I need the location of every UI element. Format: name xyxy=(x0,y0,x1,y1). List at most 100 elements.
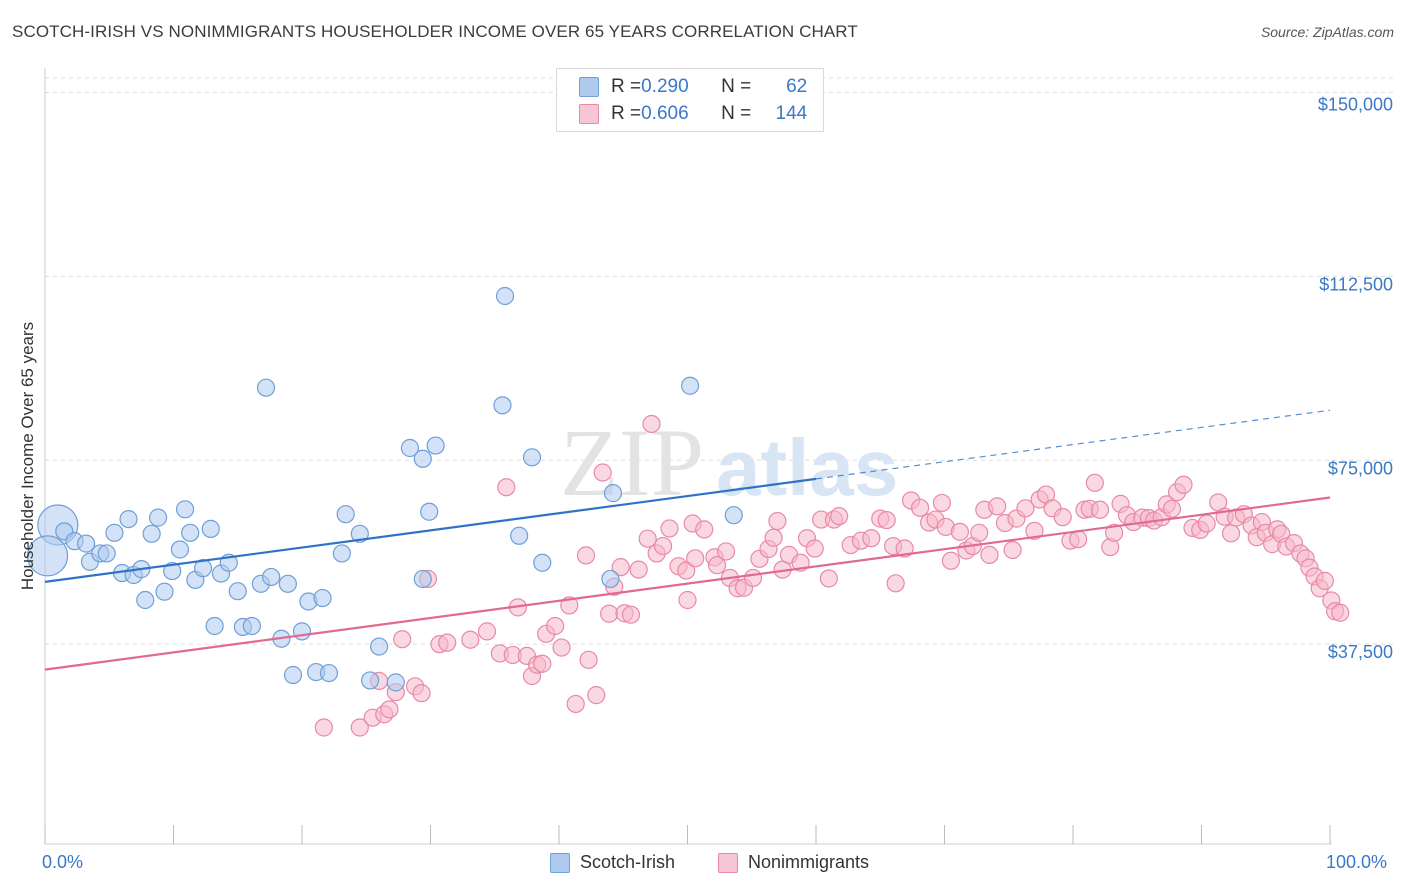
nonimmigrants-point xyxy=(1174,475,1193,494)
legend-row-scotch-irish: R = 0.290 N = 62 xyxy=(579,74,807,100)
scotch-irish-point xyxy=(350,524,369,543)
scotch-irish-point xyxy=(313,588,332,608)
watermark-atlas: atlas xyxy=(716,423,898,512)
scotch-irish-points xyxy=(26,286,743,692)
legend-item-nonimmigrants: Nonimmigrants xyxy=(718,852,869,873)
scotch-irish-point xyxy=(283,665,303,685)
series-legend: Scotch-Irish Nonimmigrants xyxy=(0,852,1406,878)
nonimmigrants-point xyxy=(642,414,661,434)
legend-r-label: R = xyxy=(611,103,642,124)
scotch-irish-point xyxy=(228,582,247,601)
nonimmigrants-point xyxy=(910,498,930,517)
legend-item-label: Scotch-Irish xyxy=(580,852,676,872)
trend-lines xyxy=(44,409,1331,671)
scotch-irish-point xyxy=(510,526,529,545)
scotch-irish-point xyxy=(336,505,355,524)
nonimmigrants-point xyxy=(593,463,612,482)
legend-item-label: Nonimmigrants xyxy=(748,852,870,872)
nonimmigrants-point xyxy=(764,528,783,547)
nonimmigrants-point xyxy=(1315,571,1334,590)
scotch-irish-point xyxy=(292,622,312,641)
scotch-irish-trend-line xyxy=(44,477,817,583)
nonimmigrants-point xyxy=(677,561,696,580)
legend-swatch-blue xyxy=(579,77,599,97)
x-tick-label-min: 0.0% xyxy=(42,852,84,872)
nonimmigrants-point xyxy=(576,546,596,565)
scotch-irish-point xyxy=(278,574,297,593)
scotch-irish-point xyxy=(242,616,261,636)
y-tick-label: $75,000 xyxy=(1328,458,1393,478)
nonimmigrants-point xyxy=(1025,521,1044,540)
y-tick-labels: $37,500 $75,000 $112,500 $150,000 xyxy=(1318,95,1393,663)
scotch-irish-point xyxy=(26,535,69,577)
legend-swatch-pink xyxy=(718,852,738,873)
nonimmigrants-point xyxy=(686,549,705,568)
nonimmigrants-point xyxy=(1197,514,1216,533)
chart-title: SCOTCH-IRISH VS NONIMMIGRANTS HOUSEHOLDE… xyxy=(12,22,858,41)
nonimmigrants-point xyxy=(862,529,881,548)
legend-n-value: 144 xyxy=(775,103,808,124)
nonimmigrants-point xyxy=(552,638,571,657)
nonimmigrants-point xyxy=(1105,523,1124,542)
legend-r-value: 0.290 xyxy=(641,76,689,97)
scotch-irish-point xyxy=(201,519,220,539)
nonimmigrants-point xyxy=(600,604,619,623)
nonimmigrants-point xyxy=(412,684,431,703)
nonimmigrants-point xyxy=(611,558,630,577)
nonimmigrants-point xyxy=(587,686,606,705)
nonimmigrants-point xyxy=(941,551,961,570)
y-tick-label: $112,500 xyxy=(1319,274,1393,294)
nonimmigrants-point xyxy=(560,596,579,615)
nonimmigrants-point xyxy=(566,694,585,714)
scotch-irish-point xyxy=(136,590,155,610)
nonimmigrants-point xyxy=(1069,530,1088,549)
nonimmigrants-point xyxy=(743,568,763,588)
nonimmigrants-point xyxy=(1053,508,1072,527)
scotch-irish-point xyxy=(493,396,512,415)
nonimmigrants-point xyxy=(716,542,736,561)
correlation-legend: R = 0.290 N = 62 R = 0.606 N = 144 xyxy=(556,68,824,132)
nonimmigrants-point xyxy=(393,630,412,649)
scotch-irish-point xyxy=(361,671,380,690)
nonimmigrants-point xyxy=(629,560,648,579)
axes xyxy=(44,68,1332,845)
scotch-irish-point xyxy=(175,500,195,519)
scotch-irish-point xyxy=(155,582,174,601)
nonimmigrants-point xyxy=(438,633,457,652)
nonimmigrants-point xyxy=(1085,473,1104,492)
nonimmigrants-point xyxy=(653,536,673,556)
nonimmigrants-point xyxy=(314,718,333,737)
scotch-irish-point xyxy=(400,438,420,458)
nonimmigrants-point xyxy=(768,511,787,531)
scotch-irish-point xyxy=(370,637,389,656)
scotch-irish-point xyxy=(495,286,515,306)
nonimmigrants-point xyxy=(579,650,598,669)
scotch-irish-point xyxy=(119,509,138,529)
scotch-irish-point xyxy=(724,506,743,525)
scotch-irish-point xyxy=(680,376,700,395)
nonimmigrants-point xyxy=(621,605,641,624)
nonimmigrants-trend-line xyxy=(44,496,1331,671)
nonimmigrants-point xyxy=(877,510,896,530)
legend-r-label: R = xyxy=(611,76,642,97)
nonimmigrants-point xyxy=(477,622,497,641)
watermark-zip: ZIP xyxy=(560,409,704,516)
scotch-irish-point xyxy=(332,544,351,563)
nonimmigrants-point xyxy=(660,519,679,538)
legend-n-label: N = xyxy=(721,76,752,97)
watermark: ZIP atlas xyxy=(560,409,898,516)
scotch-irish-point xyxy=(533,553,552,572)
nonimmigrants-points xyxy=(314,414,1350,737)
scotch-irish-point xyxy=(319,663,339,683)
nonimmigrants-point xyxy=(895,539,914,558)
scotch-irish-point xyxy=(170,540,190,559)
nonimmigrants-point xyxy=(1162,499,1182,518)
scotch-irish-point xyxy=(77,534,96,553)
nonimmigrants-point xyxy=(1003,540,1022,560)
scotch-irish-point xyxy=(256,378,276,397)
nonimmigrants-point xyxy=(1221,524,1241,543)
scotch-irish-point xyxy=(163,561,182,581)
nonimmigrants-point xyxy=(988,497,1007,516)
nonimmigrants-point xyxy=(932,493,952,513)
